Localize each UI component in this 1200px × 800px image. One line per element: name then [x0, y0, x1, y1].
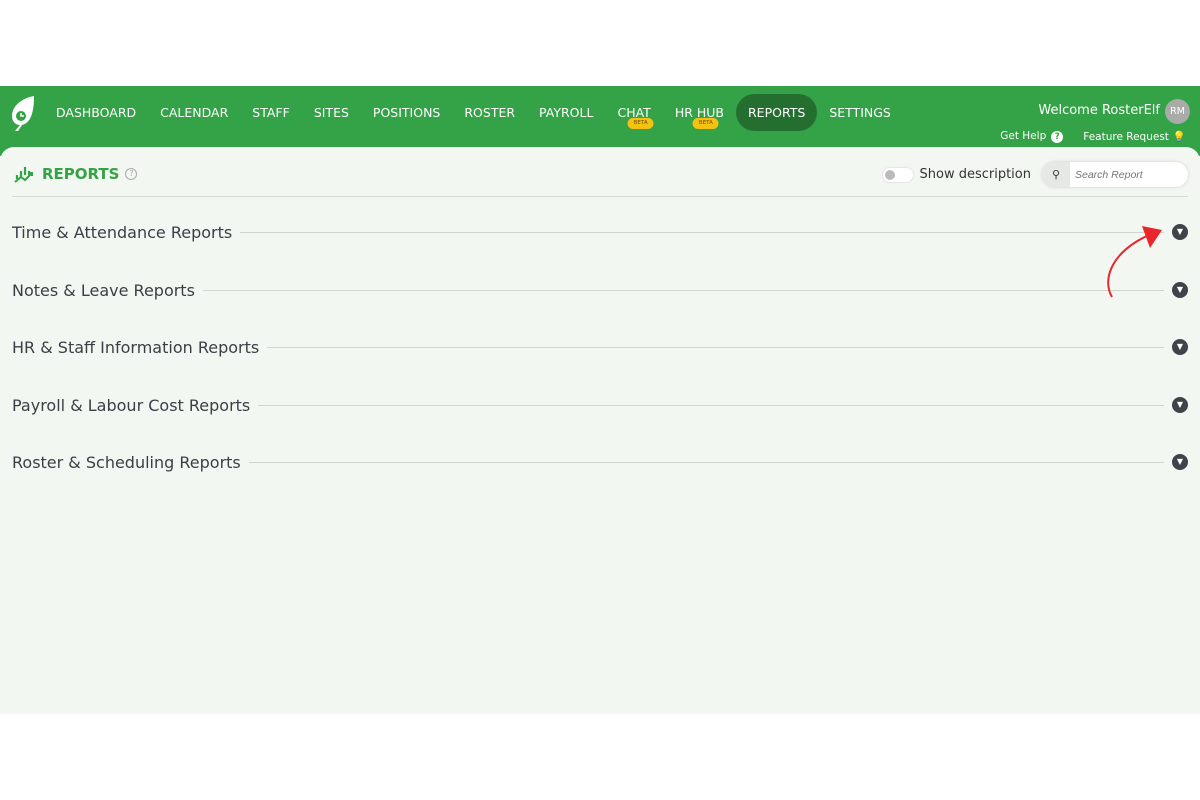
nav-dashboard[interactable]: DASHBOARD — [56, 105, 137, 120]
section-time-attendance[interactable]: Time & Attendance Reports ▼ — [12, 217, 1188, 247]
nav-reports[interactable]: REPORTS — [736, 94, 818, 131]
section-label: Payroll & Labour Cost Reports — [12, 395, 251, 415]
nav-roster[interactable]: ROSTER — [464, 105, 516, 120]
section-label: HR & Staff Information Reports — [12, 337, 260, 357]
nav-payroll[interactable]: PAYROLL — [539, 105, 594, 120]
divider — [267, 346, 1164, 348]
nav-calendar[interactable]: CALENDAR — [160, 105, 229, 120]
section-label: Notes & Leave Reports — [12, 280, 195, 300]
chevron-down-icon[interactable]: ▼ — [1172, 454, 1188, 470]
feature-request-label: Feature Request — [1083, 131, 1169, 143]
rosterelf-logo[interactable] — [8, 94, 38, 132]
reports-panel: REPORTS ? Show description ⚲ — [0, 147, 1200, 714]
section-hr-staff[interactable]: HR & Staff Information Reports ▼ — [12, 332, 1188, 362]
section-label: Time & Attendance Reports — [12, 222, 233, 242]
beta-badge: BETA — [627, 118, 654, 129]
section-payroll-labour[interactable]: Payroll & Labour Cost Reports ▼ — [12, 390, 1188, 420]
search-report: ⚲ — [1042, 162, 1188, 187]
section-roster-scheduling[interactable]: Roster & Scheduling Reports ▼ — [12, 447, 1188, 477]
chevron-down-icon[interactable]: ▼ — [1172, 397, 1188, 413]
nav-hr-hub-label: HR HUB — [674, 105, 724, 120]
chart-icon — [14, 167, 33, 183]
nav-settings[interactable]: SETTINGS — [829, 105, 891, 120]
divider — [258, 404, 1164, 406]
divider — [240, 231, 1164, 233]
page-title: REPORTS — [42, 165, 120, 183]
show-description-toggle[interactable] — [883, 168, 913, 182]
welcome-text: Welcome RosterElf — [1038, 103, 1160, 118]
nav-staff[interactable]: STAFF — [252, 105, 290, 120]
question-icon: ? — [1051, 131, 1064, 143]
search-icon[interactable]: ⚲ — [1042, 162, 1070, 187]
annotation-arrow-icon — [1107, 226, 1162, 298]
get-help-label: Get Help — [1000, 130, 1047, 142]
section-label: Roster & Scheduling Reports — [12, 452, 241, 472]
help-icon[interactable]: ? — [125, 168, 138, 180]
nav-hr-hub[interactable]: HR HUB BETA — [663, 94, 736, 131]
lightbulb-icon: 💡 — [1172, 131, 1186, 143]
nav-positions[interactable]: POSITIONS — [372, 105, 441, 120]
nav-chat-label: CHAT — [617, 105, 651, 120]
feature-request-link[interactable]: Feature Request 💡 — [1083, 130, 1186, 143]
chevron-down-icon[interactable]: ▼ — [1172, 339, 1188, 355]
section-notes-leave[interactable]: Notes & Leave Reports ▼ — [12, 275, 1188, 305]
top-nav: DASHBOARD CALENDAR STAFF SITES POSITIONS… — [0, 86, 1200, 156]
get-help-link[interactable]: Get Help? — [1000, 130, 1064, 143]
search-input[interactable] — [1075, 162, 1183, 187]
divider — [202, 289, 1164, 291]
nav-chat[interactable]: CHAT BETA — [605, 94, 662, 131]
chevron-down-icon[interactable]: ▼ — [1172, 224, 1188, 240]
avatar[interactable]: RM — [1165, 99, 1190, 124]
divider — [248, 461, 1164, 463]
nav-sites[interactable]: SITES — [313, 105, 349, 120]
beta-badge: BETA — [692, 118, 719, 129]
chevron-down-icon[interactable]: ▼ — [1172, 282, 1188, 298]
show-description-label: Show description — [919, 167, 1032, 182]
